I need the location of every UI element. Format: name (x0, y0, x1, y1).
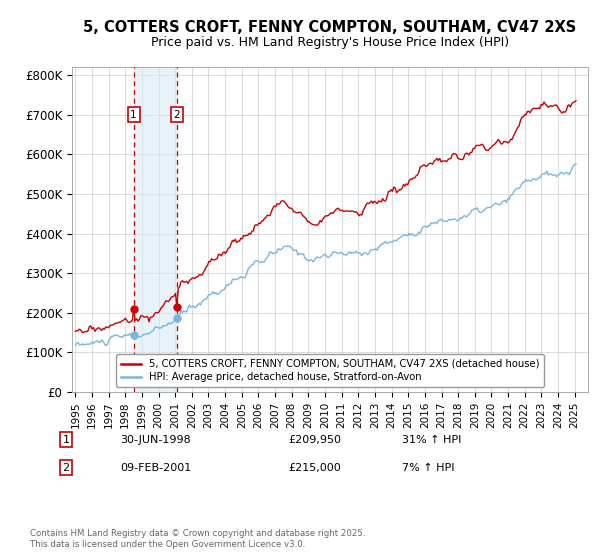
Text: 7% ↑ HPI: 7% ↑ HPI (402, 463, 455, 473)
Text: 30-JUN-1998: 30-JUN-1998 (120, 435, 191, 445)
Bar (134, 67, 177, 392)
Text: 5, COTTERS CROFT, FENNY COMPTON, SOUTHAM, CV47 2XS: 5, COTTERS CROFT, FENNY COMPTON, SOUTHAM… (83, 20, 577, 35)
Text: 1: 1 (130, 110, 137, 120)
Text: 09-FEB-2001: 09-FEB-2001 (120, 463, 191, 473)
Text: Contains HM Land Registry data © Crown copyright and database right 2025.
This d: Contains HM Land Registry data © Crown c… (30, 529, 365, 549)
Legend: 5, COTTERS CROFT, FENNY COMPTON, SOUTHAM, CV47 2XS (detached house), HPI: Averag: 5, COTTERS CROFT, FENNY COMPTON, SOUTHAM… (116, 354, 544, 387)
Text: £209,950: £209,950 (288, 435, 341, 445)
Text: Price paid vs. HM Land Registry's House Price Index (HPI): Price paid vs. HM Land Registry's House … (151, 36, 509, 49)
Text: 2: 2 (173, 110, 180, 120)
Text: 31% ↑ HPI: 31% ↑ HPI (402, 435, 461, 445)
Text: £215,000: £215,000 (288, 463, 341, 473)
Text: 2: 2 (62, 463, 70, 473)
Text: 1: 1 (62, 435, 70, 445)
